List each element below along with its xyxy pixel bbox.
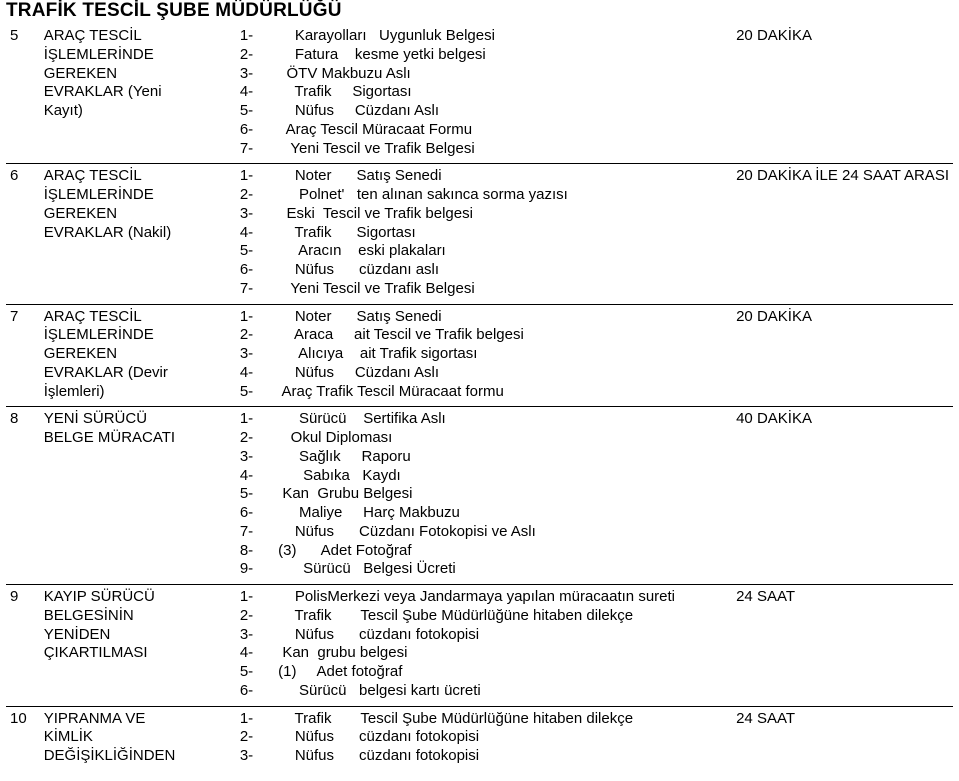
table-row: 5ARAÇ TESCİLİŞLEMLERİNDEGEREKENEVRAKLAR …: [6, 24, 953, 164]
item-line: 5- Nüfus Cüzdanı Aslı: [240, 102, 728, 121]
row-number: 6: [6, 164, 40, 304]
item-line: 2- Polnet' ten alınan sakınca sorma yazı…: [240, 186, 728, 205]
duration-text: 20 DAKİKA İLE 24 SAAT ARASI: [736, 167, 949, 184]
label-line: KİMLİK: [44, 728, 232, 747]
item-line: 7- Yeni Tescil ve Trafik Belgesi: [240, 140, 728, 159]
row-label: YIPRANMA VEKİMLİKDEĞİŞİKLİĞİNDEN: [40, 706, 236, 771]
page-root: TRAFİK TESCİL ŞUBE MÜDÜRLÜĞÜ 5ARAÇ TESCİ…: [0, 0, 959, 781]
item-line: 3- Nüfus cüzdanı fotokopisi: [240, 626, 728, 645]
duration-text: 24 SAAT: [736, 710, 949, 727]
row-items: 1- PolisMerkezi veya Jandarmaya yapılan …: [236, 585, 732, 707]
row-number: 7: [6, 304, 40, 407]
item-line: 6- Nüfus cüzdanı aslı: [240, 261, 728, 280]
row-number: 8: [6, 407, 40, 585]
row-duration: 20 DAKİKA: [732, 24, 953, 164]
item-line: 3- Nüfus cüzdanı fotokopisi: [240, 747, 728, 766]
item-line: 2- Nüfus cüzdanı fotokopisi: [240, 728, 728, 747]
row-items: 1- Trafik Tescil Şube Müdürlüğüne hitabe…: [236, 706, 732, 771]
row-items: 1- Sürücü Sertifika Aslı2- Okul Diplomas…: [236, 407, 732, 585]
item-line: 7- Nüfus Cüzdanı Fotokopisi ve Aslı: [240, 523, 728, 542]
label-line: YENİDEN: [44, 626, 232, 645]
row-duration: 20 DAKİKA İLE 24 SAAT ARASI: [732, 164, 953, 304]
duration-text: 24 SAAT: [736, 588, 949, 605]
item-line: 6- Araç Tescil Müracaat Formu: [240, 121, 728, 140]
item-line: 5- Araç Trafik Tescil Müracaat formu: [240, 383, 728, 402]
label-line: ARAÇ TESCİL: [44, 308, 232, 327]
duration-text: 40 DAKİKA: [736, 410, 949, 427]
label-line: YIPRANMA VE: [44, 710, 232, 729]
label-line: EVRAKLAR (Nakil): [44, 224, 232, 243]
item-line: 3- ÖTV Makbuzu Aslı: [240, 65, 728, 84]
row-duration: 24 SAAT: [732, 585, 953, 707]
item-line: 4- Sabıka Kaydı: [240, 467, 728, 486]
row-label: ARAÇ TESCİLİŞLEMLERİNDEGEREKENEVRAKLAR (…: [40, 24, 236, 164]
item-line: 1- Sürücü Sertifika Aslı: [240, 410, 728, 429]
label-line: YENİ SÜRÜCÜ: [44, 410, 232, 429]
item-line: 5- (1) Adet fotoğraf: [240, 663, 728, 682]
label-line: Kayıt): [44, 102, 232, 121]
item-line: 1- Trafik Tescil Şube Müdürlüğüne hitabe…: [240, 710, 728, 729]
label-line: GEREKEN: [44, 205, 232, 224]
item-line: 9- Sürücü Belgesi Ücreti: [240, 560, 728, 579]
item-line: 4- Nüfus Cüzdanı Aslı: [240, 364, 728, 383]
row-duration: 20 DAKİKA: [732, 304, 953, 407]
row-label: KAYIP SÜRÜCÜBELGESİNİNYENİDENÇIKARTILMAS…: [40, 585, 236, 707]
row-items: 1- Karayolları Uygunluk Belgesi2- Fatura…: [236, 24, 732, 164]
item-line: 3- Alıcıya ait Trafik sigortası: [240, 345, 728, 364]
label-line: ÇIKARTILMASI: [44, 644, 232, 663]
item-line: 7- Yeni Tescil ve Trafik Belgesi: [240, 280, 728, 299]
label-line: DEĞİŞİKLİĞİNDEN: [44, 747, 232, 766]
row-items: 1- Noter Satış Senedi2- Araca ait Tescil…: [236, 304, 732, 407]
row-label: ARAÇ TESCİLİŞLEMLERİNDEGEREKENEVRAKLAR (…: [40, 164, 236, 304]
duration-text: 20 DAKİKA: [736, 27, 949, 44]
row-number: 9: [6, 585, 40, 707]
duration-text: 20 DAKİKA: [736, 308, 949, 325]
procedures-table: 5ARAÇ TESCİLİŞLEMLERİNDEGEREKENEVRAKLAR …: [6, 24, 953, 771]
row-duration: 24 SAAT: [732, 706, 953, 771]
item-line: 2- Araca ait Tescil ve Trafik belgesi: [240, 326, 728, 345]
row-items: 1- Noter Satış Senedi2- Polnet' ten alın…: [236, 164, 732, 304]
table-row: 10YIPRANMA VEKİMLİKDEĞİŞİKLİĞİNDEN1- Tra…: [6, 706, 953, 771]
item-line: 2- Okul Diploması: [240, 429, 728, 448]
label-line: BELGESİNİN: [44, 607, 232, 626]
item-line: 6- Maliye Harç Makbuzu: [240, 504, 728, 523]
item-line: 4- Kan grubu belgesi: [240, 644, 728, 663]
label-line: İŞLEMLERİNDE: [44, 326, 232, 345]
row-label: YENİ SÜRÜCÜBELGE MÜRACATI: [40, 407, 236, 585]
item-line: 5- Aracın eski plakaları: [240, 242, 728, 261]
label-line: EVRAKLAR (Yeni: [44, 83, 232, 102]
item-line: 3- Eski Tescil ve Trafik belgesi: [240, 205, 728, 224]
label-line: GEREKEN: [44, 65, 232, 84]
table-row: 7ARAÇ TESCİLİŞLEMLERİNDEGEREKENEVRAKLAR …: [6, 304, 953, 407]
label-line: KAYIP SÜRÜCÜ: [44, 588, 232, 607]
table-row: 9KAYIP SÜRÜCÜBELGESİNİNYENİDENÇIKARTILMA…: [6, 585, 953, 707]
label-line: ARAÇ TESCİL: [44, 167, 232, 186]
item-line: 2- Trafik Tescil Şube Müdürlüğüne hitabe…: [240, 607, 728, 626]
item-line: 4- Trafik Sigortası: [240, 224, 728, 243]
item-line: 5- Kan Grubu Belgesi: [240, 485, 728, 504]
item-line: 2- Fatura kesme yetki belgesi: [240, 46, 728, 65]
item-line: 1- Karayolları Uygunluk Belgesi: [240, 27, 728, 46]
label-line: GEREKEN: [44, 345, 232, 364]
table-row: 6ARAÇ TESCİLİŞLEMLERİNDEGEREKENEVRAKLAR …: [6, 164, 953, 304]
row-duration: 40 DAKİKA: [732, 407, 953, 585]
table-row: 8YENİ SÜRÜCÜBELGE MÜRACATI1- Sürücü Sert…: [6, 407, 953, 585]
label-line: EVRAKLAR (Devir: [44, 364, 232, 383]
row-label: ARAÇ TESCİLİŞLEMLERİNDEGEREKENEVRAKLAR (…: [40, 304, 236, 407]
page-title: TRAFİK TESCİL ŞUBE MÜDÜRLÜĞÜ: [6, 0, 953, 22]
label-line: İŞLEMLERİNDE: [44, 46, 232, 65]
row-number: 10: [6, 706, 40, 771]
item-line: 1- PolisMerkezi veya Jandarmaya yapılan …: [240, 588, 728, 607]
item-line: 1- Noter Satış Senedi: [240, 167, 728, 186]
row-number: 5: [6, 24, 40, 164]
label-line: İşlemleri): [44, 383, 232, 402]
label-line: ARAÇ TESCİL: [44, 27, 232, 46]
label-line: BELGE MÜRACATI: [44, 429, 232, 448]
item-line: 4- Trafik Sigortası: [240, 83, 728, 102]
item-line: 1- Noter Satış Senedi: [240, 308, 728, 327]
label-line: İŞLEMLERİNDE: [44, 186, 232, 205]
item-line: 3- Sağlık Raporu: [240, 448, 728, 467]
item-line: 8- (3) Adet Fotoğraf: [240, 542, 728, 561]
